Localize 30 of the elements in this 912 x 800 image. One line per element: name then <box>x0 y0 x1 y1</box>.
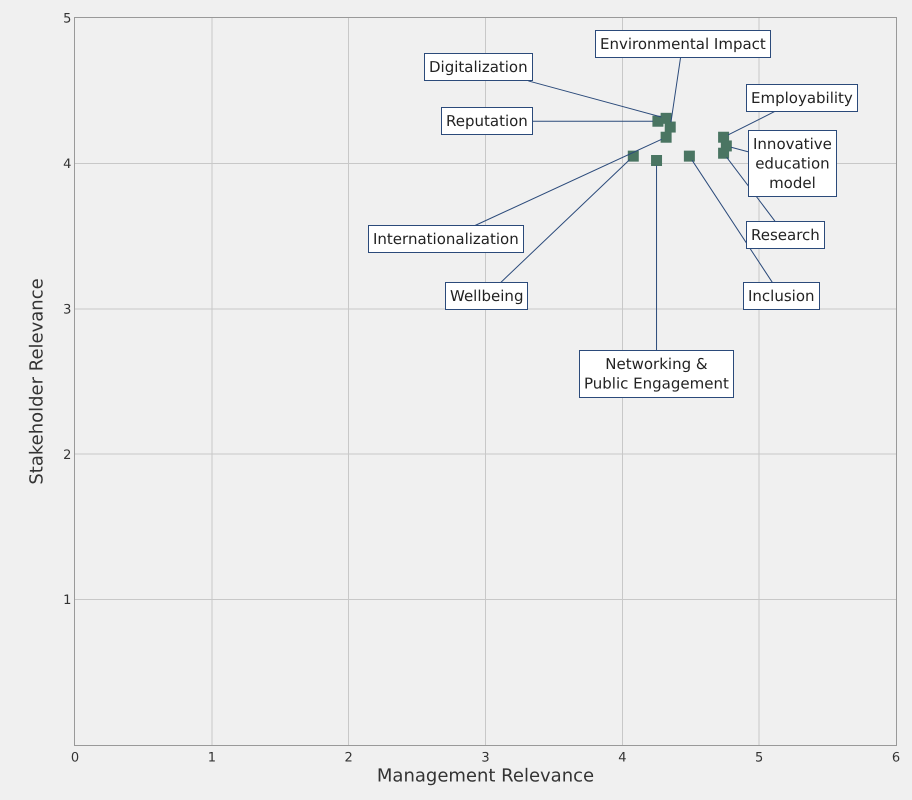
x-tick-label: 3 <box>481 750 490 766</box>
x-tick-label: 6 <box>892 750 900 766</box>
text: Internationalization <box>373 230 519 248</box>
text: Environmental Impact <box>600 35 766 53</box>
x-tick-label: 5 <box>755 750 764 766</box>
text: Networking & Public Engagement <box>584 355 729 392</box>
x-tick-label: 4 <box>618 750 626 766</box>
text: Reputation <box>446 112 528 130</box>
text: Research <box>751 226 820 244</box>
x-axis-title: Management Relevance <box>376 766 594 787</box>
text: Digitalization <box>429 58 528 76</box>
x-tick-label: 0 <box>70 750 80 766</box>
text: Employability <box>751 89 853 107</box>
point <box>660 132 672 143</box>
x-tick-label: 2 <box>344 750 353 766</box>
y-tick-label: 3 <box>63 302 72 318</box>
y-tick-label: 2 <box>63 448 72 463</box>
point <box>652 116 664 127</box>
point <box>720 140 732 152</box>
series-label: Innovative education model <box>753 135 832 192</box>
y-tick-label: 5 <box>63 12 72 27</box>
y-axis-title: Stakeholder Relevance <box>26 278 48 485</box>
point <box>651 154 662 166</box>
point <box>684 150 695 162</box>
y-tick-label: 1 <box>63 593 72 608</box>
text: Inclusion <box>748 287 815 305</box>
y-tick-label: 4 <box>63 156 72 172</box>
point <box>664 122 676 133</box>
text: Wellbeing <box>450 287 524 305</box>
x-tick-label: 1 <box>208 750 216 766</box>
